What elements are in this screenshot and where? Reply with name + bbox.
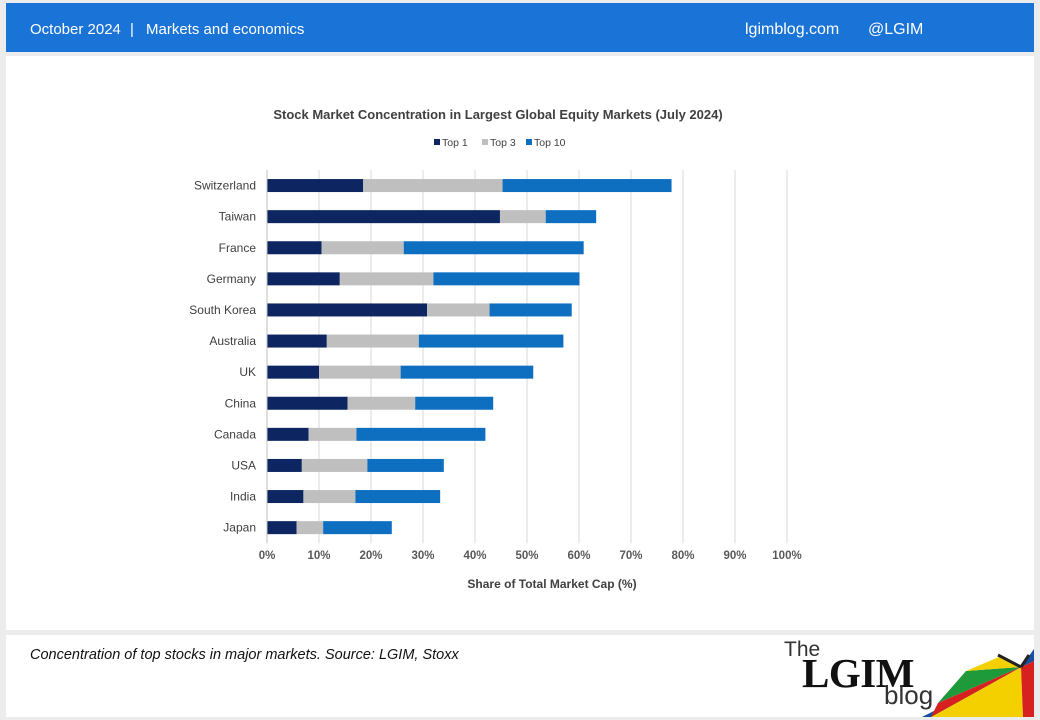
- x-tick-label: 0%: [259, 550, 276, 562]
- chart-title: Stock Market Concentration in Largest Gl…: [273, 107, 722, 122]
- x-tick-label: 60%: [567, 550, 590, 562]
- header-site-link[interactable]: lgimblog.com: [745, 21, 840, 38]
- logo-lgim: LGIM: [802, 650, 914, 696]
- logo-the: The: [784, 638, 821, 661]
- x-tick-label: 10%: [307, 550, 330, 562]
- bar-segment: [415, 396, 494, 410]
- bar-segment: [367, 458, 444, 472]
- legend-label: Top 1: [442, 137, 468, 149]
- bar-segment: [321, 241, 404, 255]
- bar-segment: [545, 210, 597, 224]
- legend-swatch: [526, 139, 532, 145]
- x-tick-label: 40%: [463, 550, 486, 562]
- bar-segment: [355, 490, 441, 504]
- legend-swatch: [434, 139, 440, 145]
- bar-segment: [400, 365, 534, 379]
- bar-segment: [489, 303, 572, 317]
- bar-segment: [303, 490, 356, 504]
- bar-segment: [267, 210, 500, 224]
- bar-segment: [347, 396, 416, 410]
- bar-segment: [433, 272, 580, 286]
- bar-segment: [267, 303, 428, 317]
- bar-segment: [267, 334, 327, 348]
- header-separator: |: [130, 21, 134, 38]
- lgim-blog-logo: The LGIM blog: [776, 635, 1034, 717]
- bar-segment: [319, 365, 401, 379]
- category-label: China: [225, 396, 257, 410]
- category-label: South Korea: [189, 303, 256, 317]
- bar-segment: [267, 396, 348, 410]
- bar-segment: [323, 521, 392, 535]
- category-label: UK: [239, 365, 256, 379]
- bar-segment: [267, 521, 297, 535]
- category-label: Germany: [207, 272, 256, 286]
- x-tick-label: 90%: [723, 550, 746, 562]
- chart-panel: Stock Market Concentration in Largest Gl…: [6, 56, 1034, 630]
- category-label: Switzerland: [194, 179, 256, 193]
- bar-segment: [363, 179, 503, 193]
- header-handle-link[interactable]: @LGIM: [868, 21, 924, 38]
- bar-segment: [499, 210, 546, 224]
- chart-caption: Concentration of top stocks in major mar…: [30, 647, 459, 663]
- footer: Concentration of top stocks in major mar…: [6, 635, 1034, 717]
- logo-blog: blog: [884, 680, 934, 710]
- x-tick-label: 70%: [619, 550, 642, 562]
- x-tick-label: 80%: [671, 550, 694, 562]
- bar-segment: [267, 365, 319, 379]
- bar-segment: [301, 458, 368, 472]
- category-label: USA: [231, 458, 256, 472]
- bar-segment: [326, 334, 419, 348]
- header-date: October 2024: [30, 21, 121, 38]
- bar-segment: [502, 179, 672, 193]
- bar-segment: [308, 427, 357, 441]
- category-label: Australia: [209, 334, 256, 348]
- legend-swatch: [482, 139, 488, 145]
- bar-segment: [267, 272, 340, 286]
- bar-segment: [296, 521, 324, 535]
- x-axis-label: Share of Total Market Cap (%): [467, 577, 636, 591]
- umbrella-icon: [922, 649, 1034, 717]
- bar-segment: [267, 490, 304, 504]
- x-tick-label: 20%: [359, 550, 382, 562]
- header-section-link[interactable]: Markets and economics: [146, 21, 305, 38]
- bar-segment: [267, 241, 322, 255]
- bar-segment: [356, 427, 486, 441]
- bar-segment: [427, 303, 490, 317]
- bar-segment: [267, 179, 364, 193]
- category-label: Japan: [223, 521, 256, 535]
- x-tick-label: 50%: [515, 550, 538, 562]
- bar-segment: [403, 241, 584, 255]
- x-tick-label: 100%: [772, 550, 801, 562]
- category-label: India: [230, 490, 256, 504]
- category-label: Taiwan: [219, 210, 256, 224]
- bar-segment: [267, 427, 309, 441]
- legend-label: Top 3: [490, 137, 516, 149]
- category-label: France: [219, 241, 257, 255]
- bar-segment: [339, 272, 434, 286]
- stacked-bar-chart: Stock Market Concentration in Largest Gl…: [189, 107, 801, 591]
- category-label: Canada: [214, 427, 256, 441]
- bar-segment: [267, 458, 302, 472]
- bar-segment: [418, 334, 564, 348]
- legend-label: Top 10: [534, 137, 566, 149]
- x-tick-label: 30%: [411, 550, 434, 562]
- header-bar: October 2024 | Markets and economics lgi…: [6, 3, 1034, 52]
